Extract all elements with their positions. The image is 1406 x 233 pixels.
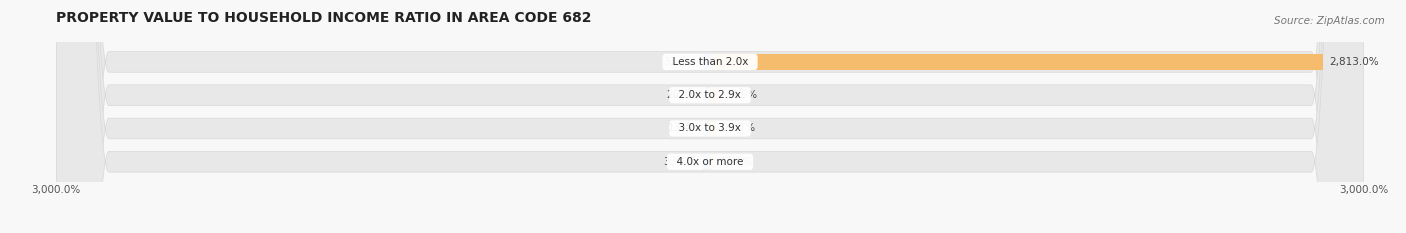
Text: 15.1%: 15.1% [720,157,754,167]
Text: 31.7%: 31.7% [664,57,696,67]
Text: Source: ZipAtlas.com: Source: ZipAtlas.com [1274,16,1385,26]
Bar [703,154,710,170]
FancyBboxPatch shape [56,0,1364,233]
Text: 34.5%: 34.5% [724,90,758,100]
Bar [703,54,710,70]
Text: 3.0x to 3.9x: 3.0x to 3.9x [672,123,748,134]
Text: PROPERTY VALUE TO HOUSEHOLD INCOME RATIO IN AREA CODE 682: PROPERTY VALUE TO HOUSEHOLD INCOME RATIO… [56,11,592,25]
Text: 2,813.0%: 2,813.0% [1330,57,1379,67]
Bar [706,87,710,103]
Bar [710,121,716,136]
Bar [710,87,717,103]
FancyBboxPatch shape [56,0,1364,233]
Bar [707,121,710,136]
Text: 4.0x or more: 4.0x or more [671,157,749,167]
Text: 2.0x to 2.9x: 2.0x to 2.9x [672,90,748,100]
Bar [710,54,1323,70]
Text: 28.1%: 28.1% [723,123,756,134]
Bar [710,154,713,170]
Text: 20.1%: 20.1% [666,90,699,100]
Text: 13.4%: 13.4% [668,123,700,134]
Text: Less than 2.0x: Less than 2.0x [665,57,755,67]
Text: 33.6%: 33.6% [664,157,696,167]
FancyBboxPatch shape [56,0,1364,233]
FancyBboxPatch shape [56,0,1364,233]
